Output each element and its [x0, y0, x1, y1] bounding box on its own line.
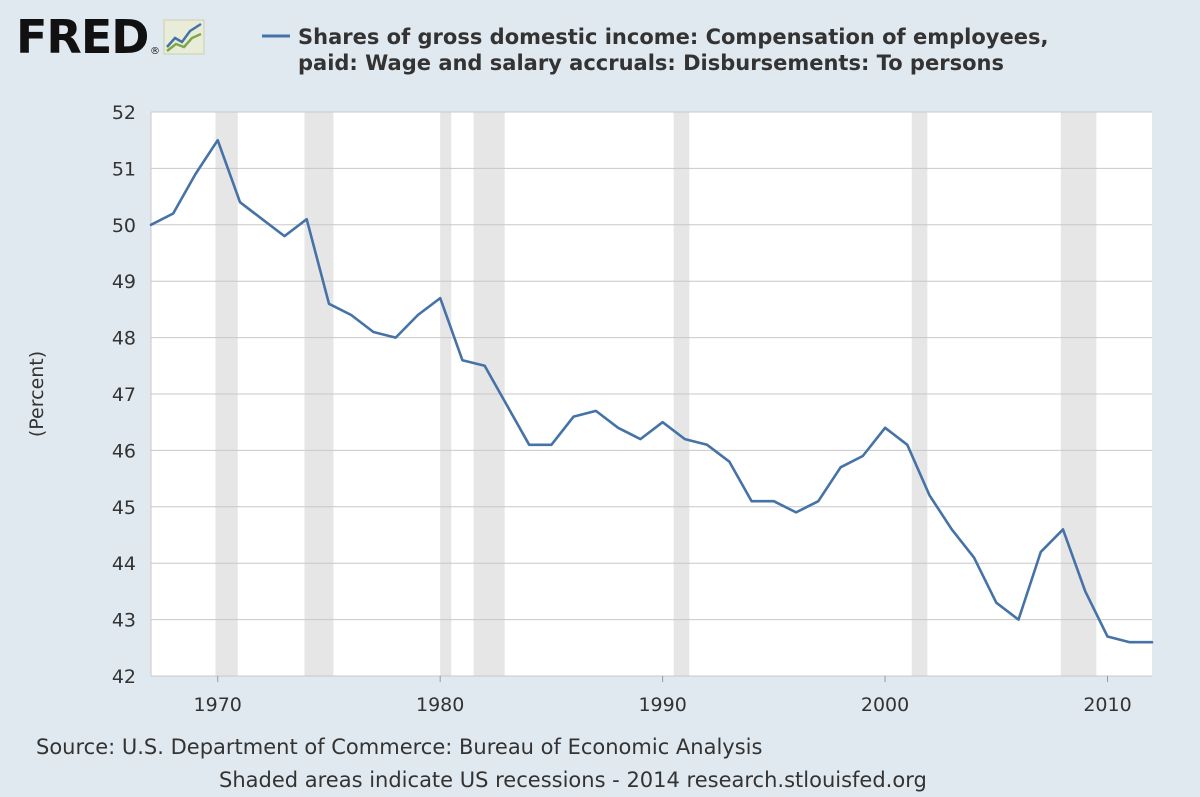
y-tick-labels: 42 43 44 45 46 47 48 49 50 51 52: [112, 102, 136, 688]
x-tick-2010: 2010: [1083, 694, 1131, 716]
fred-logo-text: FRED: [16, 10, 148, 64]
legend-title-line1: Shares of gross domestic income: Compens…: [298, 25, 1048, 49]
recession-note: Shaded areas indicate US recessions - 20…: [219, 768, 927, 792]
legend: Shares of gross domestic income: Compens…: [262, 25, 1048, 75]
y-tick-45: 45: [112, 497, 136, 519]
y-tick-52: 52: [112, 102, 136, 124]
x-tick-labels: 1970 1980 1990 2000 2010: [194, 676, 1132, 716]
series-line-0: [149, 138, 1154, 644]
y-tick-48: 48: [112, 328, 136, 350]
registered-mark: ®: [150, 46, 160, 57]
series-layer: [149, 138, 1154, 644]
x-tick-1980: 1980: [416, 694, 464, 716]
fred-logo[interactable]: FRED ®: [16, 10, 205, 64]
x-tick-2000: 2000: [861, 694, 909, 716]
y-tick-51: 51: [112, 158, 136, 180]
x-tick-1990: 1990: [638, 694, 686, 716]
legend-title-line2: paid: Wage and salary accruals: Disburse…: [298, 51, 1004, 75]
y-tick-43: 43: [112, 610, 136, 632]
source-note: Source: U.S. Department of Commerce: Bur…: [36, 735, 762, 759]
y-tick-47: 47: [112, 384, 136, 406]
x-tick-1970: 1970: [194, 694, 242, 716]
line-chart-icon: [163, 19, 205, 55]
y-tick-44: 44: [112, 553, 136, 575]
y-tick-50: 50: [112, 215, 136, 237]
y-tick-46: 46: [112, 440, 136, 462]
y-tick-49: 49: [112, 271, 136, 293]
y-axis-label: (Percent): [26, 351, 48, 437]
y-tick-42: 42: [112, 666, 136, 688]
grid-lines: [150, 111, 1152, 677]
